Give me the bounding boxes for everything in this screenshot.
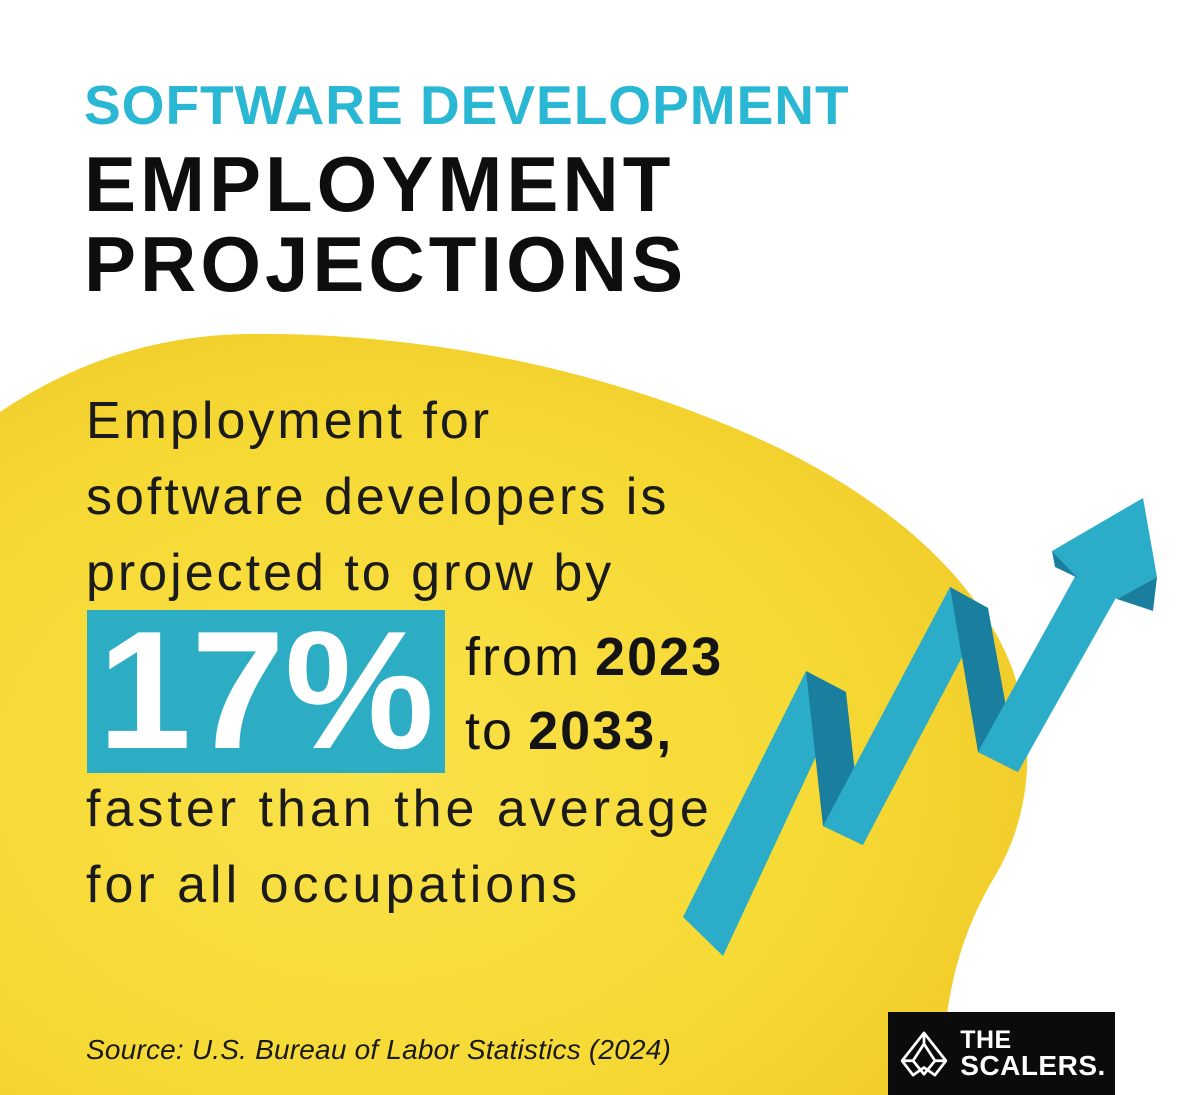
range-suffix: ,: [656, 701, 674, 761]
eyebrow-heading: SOFTWARE DEVELOPMENT: [84, 74, 850, 136]
arrow-segment-3: [978, 573, 1117, 772]
arrow-segment-2: [823, 587, 988, 845]
page-title-line-2: PROJECTIONS: [84, 220, 688, 308]
stat-highlight-box: 17%: [87, 606, 445, 774]
stat-intro-text: Employment for software developers is pr…: [86, 383, 669, 611]
range-line-from: from 2023: [465, 620, 723, 694]
arrow-head-shadow-left: [1052, 551, 1078, 578]
page-title: EMPLOYMENT PROJECTIONS: [84, 144, 687, 304]
range-from-label: from: [465, 627, 581, 687]
stat-value: 17%: [97, 595, 435, 784]
page-title-line-1: EMPLOYMENT: [84, 140, 675, 228]
brand-logo-name: SCALERS: [960, 1050, 1098, 1081]
brand-logo: THE SCALERS.: [888, 1012, 1115, 1095]
growth-arrow-icon: [683, 498, 1157, 956]
stat-outro-line-1: faster than the average: [86, 780, 713, 838]
stat-outro-text: faster than the average for all occupati…: [86, 771, 713, 923]
stat-intro-line-1: Employment for: [86, 392, 493, 450]
arrow-head: [1052, 498, 1157, 599]
stat-intro-line-3: projected to grow by: [86, 544, 615, 602]
range-to-year: 2033: [528, 701, 657, 761]
range-to-label: to: [465, 701, 515, 761]
brand-logo-text: THE SCALERS.: [960, 1026, 1106, 1081]
stat-year-range: from 2023 to 2033,: [465, 620, 723, 768]
stat-outro-line-2: for all occupations: [86, 856, 582, 914]
range-from-year: 2023: [595, 627, 724, 687]
range-line-to: to 2033,: [465, 694, 723, 768]
brand-logo-line-1: THE: [960, 1026, 1012, 1054]
brand-logo-line-2: SCALERS.: [960, 1050, 1106, 1081]
arrow-head-shadow-right: [1117, 577, 1157, 611]
stat-intro-line-2: software developers is: [86, 468, 670, 526]
scalers-gem-icon: [900, 1031, 948, 1076]
source-attribution: Source: U.S. Bureau of Labor Statistics …: [86, 1034, 672, 1065]
arrow-segment-1: [683, 671, 846, 956]
yellow-blob-shape: [0, 333, 1028, 1095]
brand-logo-suffix: .: [1097, 1050, 1106, 1081]
